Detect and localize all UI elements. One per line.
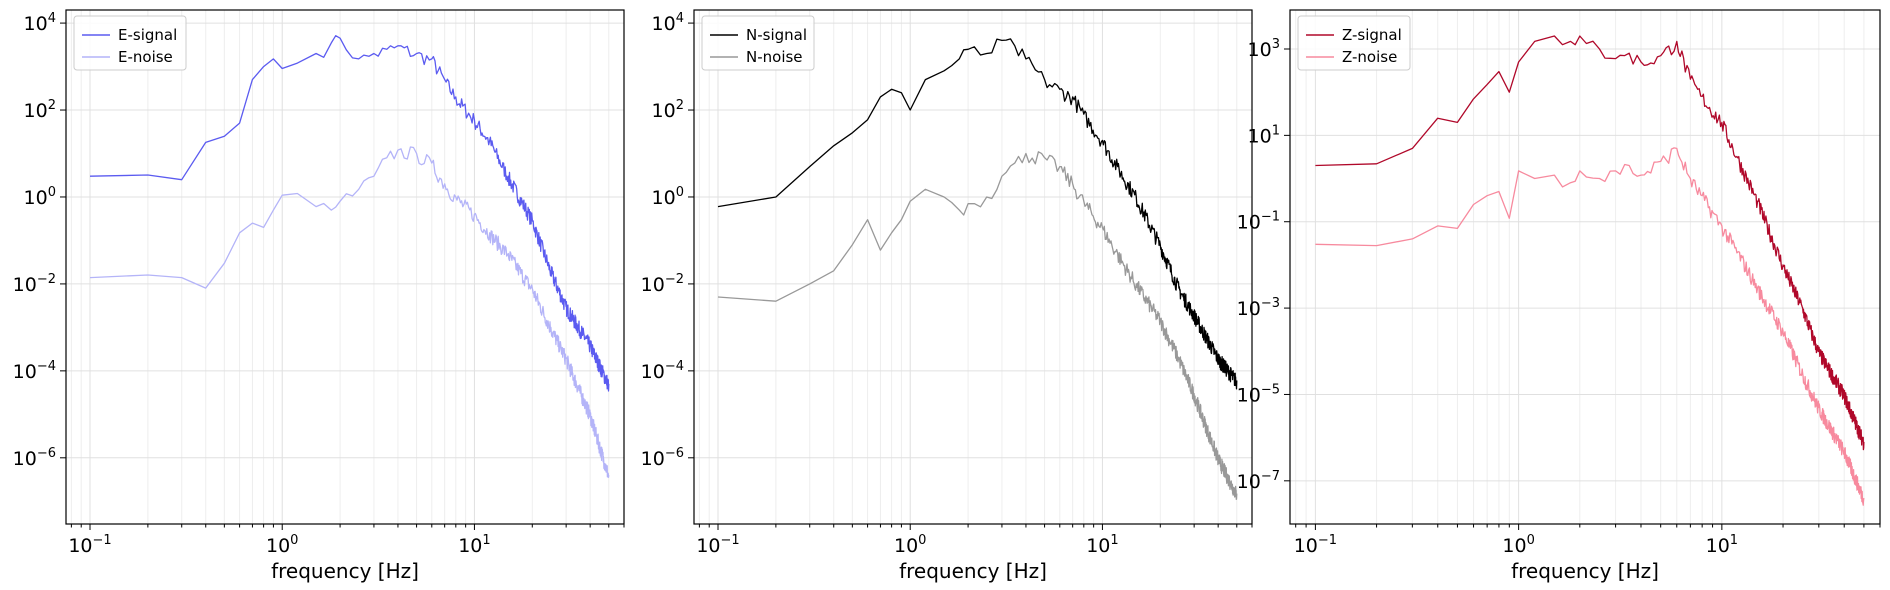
chart-panel: 10−1 100 101 10−7 10−5 10−3 10−1 101 103 frequenc… (1237, 9, 1881, 583)
legend-label: N-noise (746, 48, 803, 66)
y-tick-label: 10−2 (13, 272, 56, 296)
chart-panel: 10−1 100 101 10−6 10−4 10−2 100 102 104 frequency… (13, 9, 625, 583)
y-tick-label: 100 (24, 185, 56, 209)
x-tick-label: 100 (1502, 533, 1534, 557)
y-tick-label: 10−3 (1237, 296, 1280, 320)
legend-label: E-signal (118, 26, 177, 44)
y-tick-label: 10−6 (641, 446, 684, 470)
series-line-n-signal (717, 38, 1238, 390)
x-tick-label: 10−1 (1294, 533, 1337, 557)
legend: E-signal E-noise (73, 15, 187, 71)
legend-label: N-signal (746, 26, 807, 44)
x-tick-label: 10−1 (696, 533, 739, 557)
y-tick-label: 10−7 (1237, 469, 1280, 493)
legend-label: Z-signal (1342, 26, 1402, 44)
y-tick-label: 102 (652, 98, 684, 122)
y-tick-label: 10−2 (641, 272, 684, 296)
series-line-e-signal (89, 35, 610, 392)
x-tick-label: 100 (894, 533, 926, 557)
y-tick-label: 10−6 (13, 446, 56, 470)
series-line-e-noise (89, 146, 610, 478)
legend-label: Z-noise (1342, 48, 1397, 66)
y-tick-label: 102 (24, 98, 56, 122)
x-tick-label: 101 (1086, 533, 1118, 557)
y-tick-label: 101 (1248, 123, 1280, 147)
legend: N-signal N-noise (701, 15, 815, 71)
x-axis-label: frequency [Hz] (899, 559, 1047, 583)
y-tick-label: 10−1 (1237, 210, 1280, 234)
y-tick-label: 10−4 (641, 359, 684, 383)
y-tick-label: 10−4 (13, 359, 56, 383)
y-tick-label: 104 (652, 11, 684, 35)
legend-label: E-noise (118, 48, 173, 66)
x-axis-label: frequency [Hz] (271, 559, 419, 583)
series-line-n-noise (717, 151, 1238, 500)
y-tick-label: 104 (24, 11, 56, 35)
legend: Z-signal Z-noise (1297, 15, 1411, 71)
series-line-z-noise (1315, 147, 1865, 506)
x-tick-label: 10−1 (68, 533, 111, 557)
x-axis-label: frequency [Hz] (1511, 559, 1659, 583)
y-tick-label: 100 (652, 185, 684, 209)
y-tick-label: 103 (1248, 37, 1280, 61)
axes-frame (65, 9, 625, 525)
x-tick-label: 101 (458, 533, 490, 557)
y-tick-label: 10−5 (1237, 382, 1280, 406)
axes-frame (1289, 9, 1881, 525)
axes-frame (693, 9, 1253, 525)
series-line-z-signal (1315, 35, 1865, 451)
x-tick-label: 101 (1706, 533, 1738, 557)
x-tick-label: 100 (266, 533, 298, 557)
chart-panel: 10−1 100 101 10−6 10−4 10−2 100 102 104 frequency… (641, 9, 1253, 583)
